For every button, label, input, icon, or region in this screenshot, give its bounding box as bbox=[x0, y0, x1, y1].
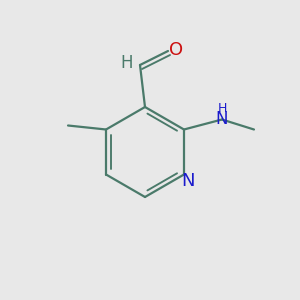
Text: N: N bbox=[181, 172, 195, 190]
Text: O: O bbox=[169, 41, 183, 59]
Text: N: N bbox=[216, 110, 228, 128]
Text: H: H bbox=[217, 102, 227, 115]
Text: H: H bbox=[121, 54, 133, 72]
